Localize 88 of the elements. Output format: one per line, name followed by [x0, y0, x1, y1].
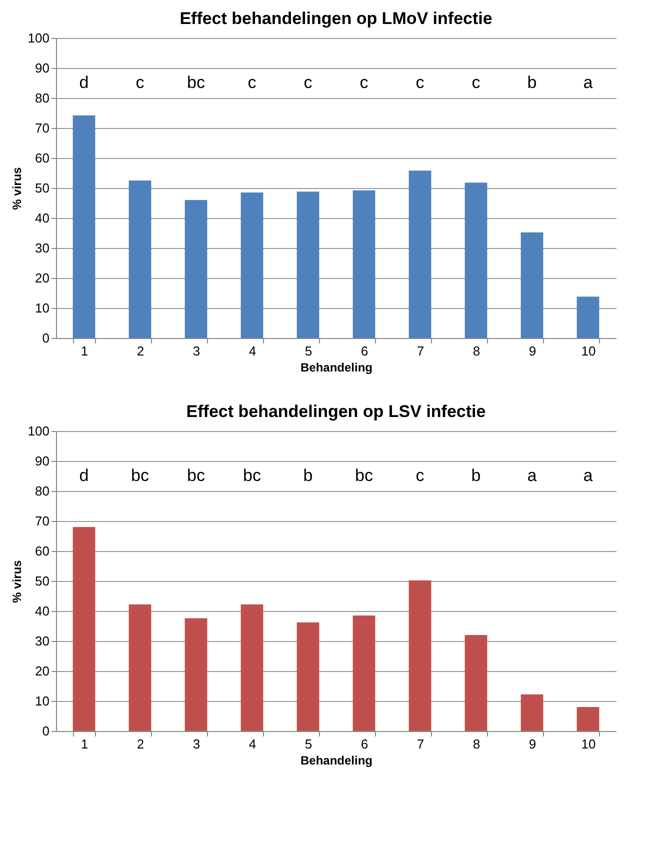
y-tick-label: 20	[35, 664, 50, 678]
annotation: b	[303, 466, 313, 485]
bar	[72, 527, 96, 731]
x-tick-label: 2	[136, 736, 144, 752]
y-axis-title: % virus	[10, 560, 24, 603]
y-tick-label: 80	[35, 90, 50, 106]
y-tick-label: 0	[42, 724, 50, 738]
y-tick-label: 90	[35, 454, 50, 468]
x-tick-label: 7	[416, 736, 424, 752]
chart-title: Effect behandelingen op LMoV infectie	[180, 9, 492, 28]
y-tick-label: 30	[35, 634, 50, 648]
y-tick-label: 70	[35, 514, 50, 528]
y-tick-label: 60	[35, 150, 50, 166]
annotation: c	[304, 73, 313, 92]
bar	[408, 170, 432, 338]
bar	[128, 604, 152, 731]
bar	[464, 182, 488, 338]
x-tick-label: 4	[248, 736, 256, 752]
x-tick-label: 5	[304, 736, 312, 752]
annotation: c	[136, 73, 145, 92]
y-tick-label: 30	[35, 240, 50, 256]
x-tick-label: 3	[192, 736, 200, 752]
x-tick-label: 9	[528, 344, 536, 358]
annotation: c	[416, 466, 425, 485]
x-tick-label: 8	[472, 736, 480, 752]
y-tick-label: 100	[28, 30, 50, 46]
bar	[464, 635, 488, 731]
bar	[128, 180, 152, 338]
bar	[296, 622, 320, 731]
bar	[352, 190, 376, 338]
annotation: bc	[355, 466, 374, 485]
y-tick-label: 100	[28, 424, 50, 438]
bar	[240, 604, 264, 731]
annotation: a	[583, 73, 594, 92]
bar	[296, 192, 320, 338]
y-tick-label: 0	[42, 330, 50, 346]
x-tick-label: 1	[80, 736, 88, 752]
bar	[184, 200, 208, 338]
x-tick-label: 6	[360, 736, 368, 752]
annotation: b	[527, 73, 537, 92]
y-tick-label: 80	[35, 484, 50, 498]
annotation: c	[472, 73, 481, 92]
y-tick-label: 20	[35, 270, 50, 286]
y-tick-label: 70	[35, 120, 50, 136]
y-tick-label: 50	[35, 574, 50, 588]
bar	[240, 192, 264, 338]
annotation: c	[248, 73, 257, 92]
y-tick-label: 40	[35, 604, 50, 618]
x-tick-label: 2	[136, 344, 144, 358]
bar	[576, 296, 600, 338]
annotation: bc	[187, 466, 206, 485]
bar	[576, 707, 600, 731]
y-tick-label: 60	[35, 544, 50, 558]
y-tick-label: 40	[35, 210, 50, 226]
bar	[520, 232, 544, 338]
bar	[408, 580, 432, 731]
x-tick-label: 8	[472, 344, 480, 358]
annotation: bc	[187, 73, 206, 92]
x-tick-label: 7	[416, 344, 424, 358]
annotation: a	[583, 466, 594, 485]
x-tick-label: 3	[192, 344, 200, 358]
x-axis-title: Behandeling	[300, 360, 373, 374]
y-tick-label: 10	[35, 300, 50, 316]
bar	[520, 694, 544, 731]
y-tick-label: 50	[35, 180, 50, 196]
annotation: bc	[243, 466, 262, 485]
annotation: a	[527, 466, 538, 485]
annotation: d	[79, 466, 89, 485]
x-axis-title: Behandeling	[300, 754, 373, 768]
annotation: bc	[131, 466, 150, 485]
x-tick-label: 9	[528, 736, 536, 752]
bar	[184, 618, 208, 731]
x-tick-label: 10	[581, 736, 596, 752]
x-tick-label: 4	[248, 344, 256, 358]
x-tick-label: 5	[304, 344, 312, 358]
x-tick-label: 6	[360, 344, 368, 358]
x-tick-label: 1	[80, 344, 88, 358]
annotation: c	[360, 73, 369, 92]
x-tick-label: 10	[581, 344, 596, 358]
bar	[72, 115, 96, 338]
bar	[352, 616, 376, 731]
chart-title: Effect behandelingen op LSV infectie	[186, 402, 486, 421]
y-axis-title: % virus	[10, 166, 24, 210]
annotation: d	[79, 73, 89, 92]
annotation: c	[416, 73, 425, 92]
y-tick-label: 90	[35, 60, 50, 76]
y-tick-label: 10	[35, 694, 50, 708]
annotation: b	[471, 466, 481, 485]
